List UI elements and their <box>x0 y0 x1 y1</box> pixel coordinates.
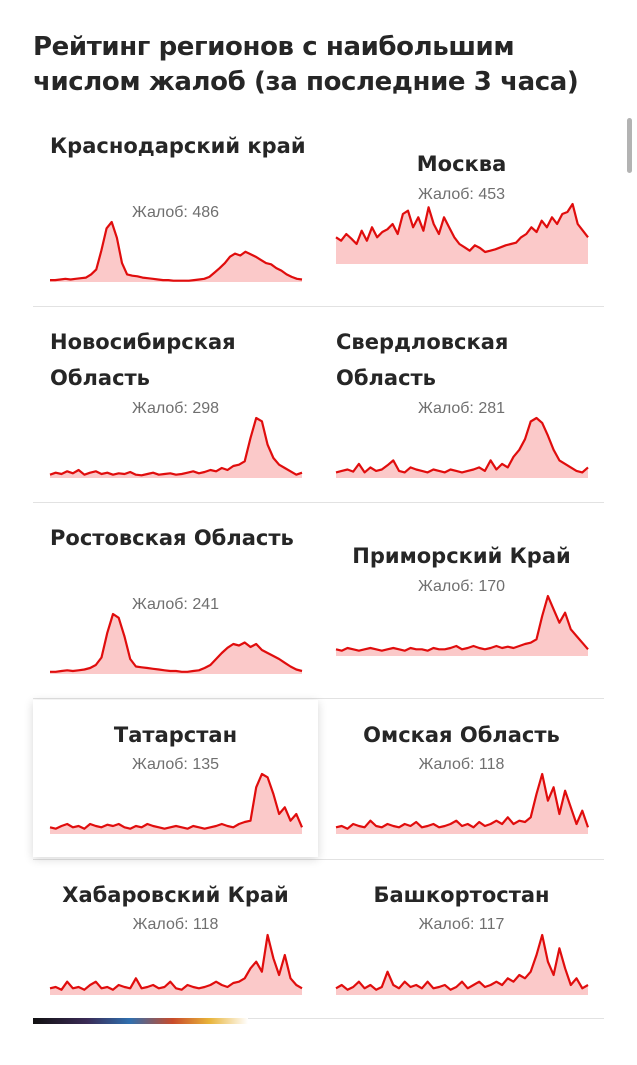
region-card[interactable]: Ростовская Область Жалоб: 241 <box>33 518 318 708</box>
region-card[interactable]: Омская Область Жалоб: 118 <box>319 714 604 904</box>
complaint-count: Жалоб: 118 <box>418 756 505 773</box>
sparkline-line <box>49 933 303 991</box>
sparkline-area <box>336 204 588 264</box>
region-name: Башкортостан <box>373 883 550 907</box>
region-card[interactable]: Башкортостан Жалоб: 117 <box>319 875 604 1065</box>
region-name: Краснодарский край <box>50 134 306 158</box>
region-card[interactable]: Москва Жалоб: 453 <box>319 126 604 316</box>
page-title: Рейтинг регионов с наибольшим числом жал… <box>33 32 579 97</box>
region-name: Хабаровский Край <box>62 883 289 907</box>
sparkline-area <box>336 596 588 656</box>
sparkline-line <box>49 416 303 477</box>
sparkline-chart <box>50 612 303 674</box>
region-card[interactable]: Новосибирская Область Жалоб: 298 <box>33 322 318 512</box>
region-name: Омская Область <box>363 723 560 747</box>
next-section-image-edge <box>33 1018 248 1024</box>
sparkline-chart <box>50 220 303 282</box>
complaint-count: Жалоб: 453 <box>417 186 506 203</box>
complaint-count: Жалоб: 170 <box>417 578 506 595</box>
sparkline-chart <box>49 416 303 478</box>
complaint-count: Жалоб: 118 <box>132 916 219 933</box>
sparkline-area <box>336 774 588 834</box>
row-divider <box>33 502 604 503</box>
complaint-count: Жалоб: 298 <box>131 400 220 417</box>
complaint-count: Жалоб: 135 <box>131 756 220 773</box>
region-name: Приморский Край <box>352 544 571 568</box>
sparkline-area <box>50 614 302 674</box>
sparkline-line <box>50 612 303 673</box>
region-name: Свердловская Область <box>336 330 509 390</box>
sparkline-line <box>335 416 589 474</box>
sparkline-chart <box>335 594 589 656</box>
region-card[interactable]: Хабаровский Край Жалоб: 118 <box>33 875 318 1065</box>
sparkline-line <box>335 594 589 652</box>
region-card[interactable]: Приморский Край Жалоб: 170 <box>319 518 604 708</box>
sparkline-chart <box>335 202 589 264</box>
sparkline-area <box>50 774 302 834</box>
region-name: Новосибирская Область <box>50 330 236 390</box>
region-name: Татарстан <box>113 723 238 747</box>
sparkline-line <box>49 772 304 830</box>
sparkline-line <box>335 772 590 830</box>
row-divider <box>33 306 604 307</box>
sparkline-chart <box>335 416 589 478</box>
sparkline-chart <box>335 772 590 834</box>
complaint-count: Жалоб: 117 <box>418 916 505 933</box>
region-card[interactable]: Краснодарский край Жалоб: 486 <box>33 126 318 316</box>
sparkline-chart <box>49 933 303 995</box>
row-divider <box>33 859 604 860</box>
region-card[interactable]: Свердловская Область Жалоб: 281 <box>319 322 604 512</box>
complaint-count: Жалоб: 486 <box>131 204 220 221</box>
sparkline-chart <box>335 933 589 995</box>
sparkline-area <box>50 222 302 282</box>
sparkline-area <box>336 418 588 478</box>
scrollbar-thumb[interactable] <box>627 118 632 173</box>
sparkline-area <box>50 935 302 995</box>
region-name: Москва <box>416 152 507 176</box>
region-card[interactable]: Татарстан Жалоб: 135 <box>33 714 318 904</box>
row-divider <box>33 698 604 699</box>
sparkline-line <box>335 933 589 991</box>
sparkline-line <box>50 220 303 282</box>
complaint-count: Жалоб: 281 <box>417 400 506 417</box>
sparkline-area <box>336 935 588 995</box>
region-name: Ростовская Область <box>50 526 294 550</box>
complaint-count: Жалоб: 241 <box>131 596 220 613</box>
sparkline-chart <box>49 772 304 834</box>
row-divider <box>33 1018 604 1019</box>
sparkline-line <box>335 202 589 254</box>
